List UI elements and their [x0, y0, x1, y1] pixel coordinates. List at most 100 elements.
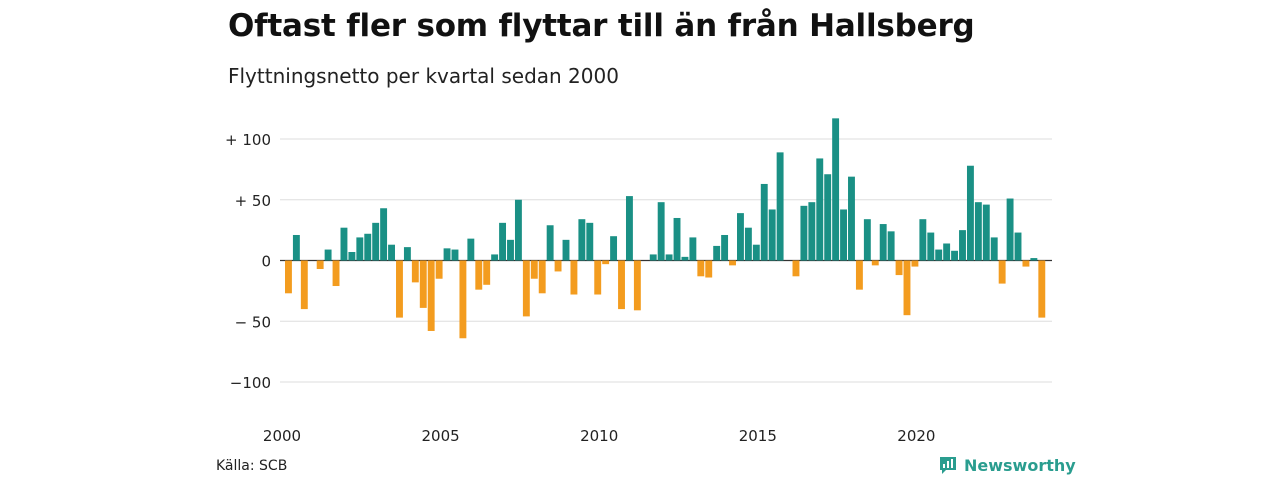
bar: [427, 260, 435, 331]
bar: [459, 260, 467, 339]
bar: [911, 260, 919, 267]
bar: [530, 260, 538, 279]
bar: [578, 219, 586, 261]
brand-logo: Newsworthy: [938, 455, 1076, 475]
bar: [1014, 232, 1022, 261]
bar: [887, 231, 895, 261]
bar: [895, 260, 903, 276]
bar: [1006, 198, 1014, 261]
bar: [824, 174, 832, 261]
bar: [943, 243, 951, 261]
bar: [538, 260, 546, 294]
bar: [507, 239, 514, 261]
bar-chart: + 100 + 50 0 − 50 −100 2000 2005 2010 2015 2020: [225, 118, 1052, 445]
bar: [594, 260, 602, 295]
chart-subtitle: Flyttningsnetto per kvartal sedan 2000: [228, 64, 619, 88]
bars: [285, 118, 1046, 339]
bar: [499, 222, 507, 261]
bar: [768, 209, 776, 261]
bar: [483, 260, 491, 285]
x-tick-label: 2000: [263, 427, 301, 445]
bar: [848, 176, 855, 261]
bar: [816, 158, 824, 261]
bar: [879, 224, 887, 261]
bar: [744, 227, 752, 261]
bar: [919, 219, 927, 261]
bar: [467, 238, 475, 261]
bar: [570, 260, 578, 295]
bar: [618, 260, 625, 310]
bar: [713, 245, 721, 261]
bar: [760, 183, 768, 261]
bar: [285, 260, 292, 294]
x-axis-tick-labels: 2000 2005 2010 2015 2020: [263, 427, 936, 445]
x-tick-label: 2015: [739, 427, 777, 445]
bar: [808, 202, 816, 261]
bar: [514, 199, 522, 261]
bar: [935, 249, 943, 261]
bar: [721, 234, 729, 261]
bar: [443, 248, 451, 261]
y-tick-label: −100: [230, 374, 271, 392]
source-label: Källa: SCB: [216, 458, 288, 474]
brand-name: Newsworthy: [964, 455, 1076, 475]
x-tick-label: 2005: [422, 427, 460, 445]
y-tick-label: − 50: [235, 313, 271, 331]
bar: [665, 254, 673, 261]
bar: [300, 260, 308, 310]
bar: [990, 237, 998, 261]
bar: [705, 260, 713, 278]
bar: [522, 260, 530, 317]
bar: [649, 254, 657, 261]
bar: [451, 249, 459, 261]
bar: [396, 260, 403, 318]
bar: [657, 202, 665, 261]
bar: [998, 260, 1006, 284]
bar: [959, 230, 966, 261]
bar: [491, 254, 499, 261]
bar: [380, 208, 388, 261]
bar: [475, 260, 483, 290]
bar: [974, 202, 982, 261]
bar: [348, 252, 356, 261]
bar: [681, 256, 689, 261]
bar: [737, 213, 744, 261]
y-axis-tick-labels: + 100 + 50 0 − 50 −100: [225, 131, 271, 392]
bar: [364, 233, 372, 261]
bar: [776, 152, 784, 261]
bar: [927, 232, 935, 261]
bar: [1030, 258, 1038, 261]
bar: [871, 260, 879, 266]
bar: [554, 260, 562, 272]
bar: [697, 260, 705, 277]
bar: [673, 217, 681, 261]
bar: [610, 236, 618, 261]
bar: [966, 165, 974, 261]
bar: [855, 260, 863, 290]
bar: [729, 260, 736, 266]
x-tick-label: 2010: [580, 427, 618, 445]
bar: [586, 222, 594, 261]
bar: [633, 260, 641, 311]
bar: [689, 237, 697, 261]
x-tick-label: 2020: [897, 427, 935, 445]
bar: [792, 260, 800, 277]
bar: [1038, 260, 1046, 318]
bar: [800, 205, 808, 261]
bar: [388, 244, 395, 261]
bar: [316, 260, 324, 270]
bar: [1022, 260, 1030, 267]
bar: [546, 225, 554, 261]
bar: [419, 260, 427, 308]
bar: [625, 196, 633, 261]
bar: [340, 227, 348, 261]
y-tick-label: + 100: [225, 131, 271, 149]
y-tick-label: + 50: [235, 192, 271, 210]
bar: [411, 260, 419, 283]
bar: [863, 219, 871, 261]
bar: [562, 239, 570, 261]
bar: [403, 247, 411, 261]
bar: [292, 234, 300, 261]
bar: [602, 260, 610, 265]
bar: [951, 250, 959, 261]
